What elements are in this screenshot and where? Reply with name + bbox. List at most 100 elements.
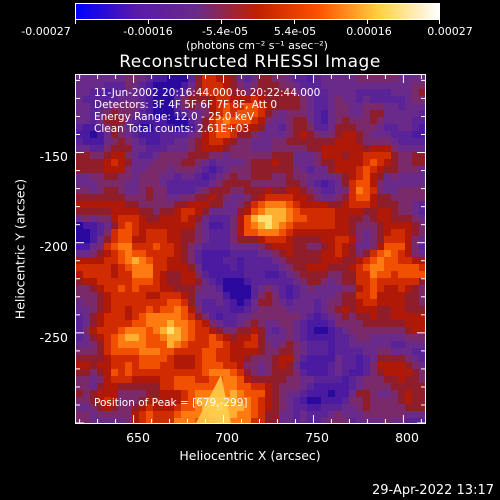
map-cell [118,397,125,404]
map-cell [132,376,139,383]
map-cell [328,250,335,257]
map-cell [104,166,111,173]
map-cell [195,334,202,341]
map-cell [251,166,258,173]
plot-area[interactable] [75,74,426,424]
map-cell [349,250,356,257]
map-cell [230,271,237,278]
map-cell [384,96,391,103]
map-cell [307,152,314,159]
map-cell [293,159,300,166]
map-cell [167,250,174,257]
map-cell [356,194,363,201]
map-cell [76,313,83,320]
map-cell [335,348,342,355]
map-cell [167,187,174,194]
map-cell [307,110,314,117]
map-cell [97,208,104,215]
map-cell [328,257,335,264]
map-cell [76,166,83,173]
map-cell [251,117,258,124]
map-cell [293,152,300,159]
map-cell [223,306,230,313]
map-cell [97,292,104,299]
map-cell [335,103,342,110]
map-cell [251,313,258,320]
map-cell [153,418,160,423]
map-cell [174,334,181,341]
map-cell [237,138,244,145]
map-cell [363,418,370,423]
map-cell [370,152,377,159]
map-cell [293,341,300,348]
map-cell [223,257,230,264]
map-cell [265,257,272,264]
map-cell [398,75,405,82]
map-cell [363,341,370,348]
map-cell [160,250,167,257]
map-cell [370,131,377,138]
map-cell [314,313,321,320]
map-cell [202,348,209,355]
map-cell [349,145,356,152]
map-cell [83,159,90,166]
colorbar-label: 0.00016 [346,25,392,38]
map-cell [384,278,391,285]
map-cell [314,103,321,110]
map-cell [209,299,216,306]
map-cell [279,341,286,348]
map-cell [181,229,188,236]
map-cell [307,250,314,257]
map-cell [216,187,223,194]
map-cell [328,362,335,369]
map-cell [111,96,118,103]
plot-title: Reconstructed RHESSI Image [119,52,381,72]
map-cell [181,369,188,376]
map-cell [405,215,412,222]
map-cell [272,257,279,264]
map-cell [223,320,230,327]
map-cell [412,257,419,264]
map-cell [384,194,391,201]
map-cell [216,292,223,299]
map-cell [293,89,300,96]
map-cell [279,187,286,194]
map-cell [349,152,356,159]
map-cell [300,138,307,145]
map-cell [139,341,146,348]
map-cell [251,383,258,390]
map-cell [307,418,314,423]
map-cell [349,404,356,411]
map-cell [391,299,398,306]
map-cell [300,341,307,348]
map-cell [321,166,328,173]
map-cell [363,173,370,180]
map-cell [286,292,293,299]
map-cell [195,180,202,187]
map-cell [384,341,391,348]
map-cell [160,341,167,348]
map-cell [104,285,111,292]
map-cell [314,404,321,411]
map-cell [412,124,419,131]
map-cell [384,222,391,229]
map-cell [279,355,286,362]
map-cell [384,103,391,110]
map-cell [174,180,181,187]
map-cell [377,418,384,423]
map-cell [174,201,181,208]
map-cell [90,110,97,117]
map-cell [97,264,104,271]
map-cell [230,341,237,348]
map-cell [342,131,349,138]
map-cell [272,138,279,145]
map-cell [405,390,412,397]
map-cell [370,194,377,201]
map-cell [265,152,272,159]
map-cell [328,348,335,355]
map-cell [265,278,272,285]
map-cell [251,75,258,82]
map-cell [328,82,335,89]
map-cell [293,82,300,89]
map-cell [370,75,377,82]
